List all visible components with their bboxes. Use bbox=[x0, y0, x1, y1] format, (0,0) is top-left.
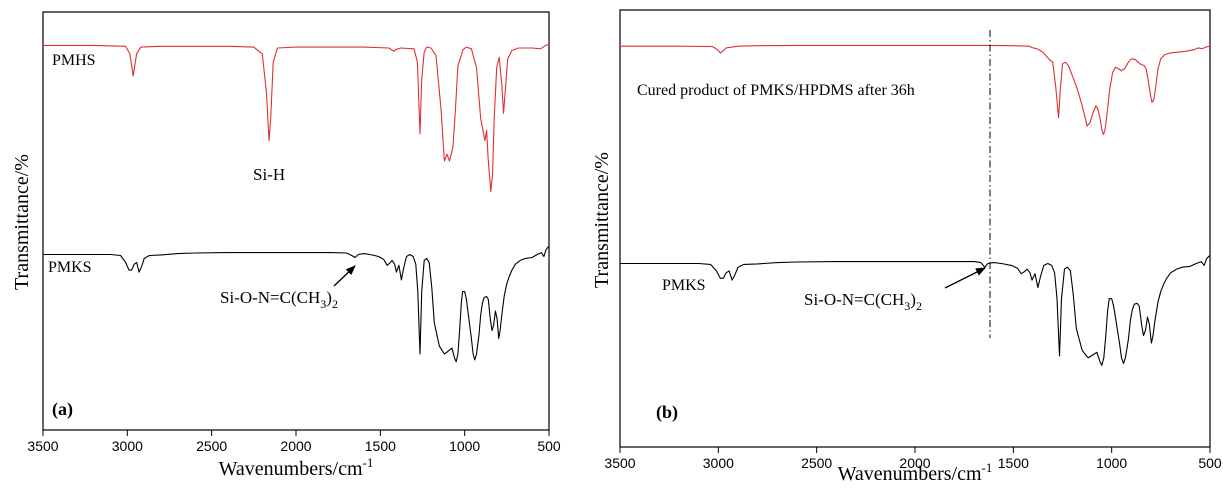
annotation-si-o-n-b: Si-O-N=C(CH3)2 bbox=[804, 290, 922, 313]
plot-frame-a bbox=[42, 11, 550, 431]
annotation-arrow-a bbox=[333, 265, 356, 287]
x-ticks-b: 3500 3000 2500 2000 1500 1000 500 bbox=[604, 447, 1222, 471]
series-group-b bbox=[620, 44, 1211, 366]
x-tick-label-a-500: 500 bbox=[537, 438, 561, 454]
y-axis-title-a: Transmittance/% bbox=[11, 154, 33, 290]
x-ticks-a: 3500 3000 2500 2000 1500 1000 500 bbox=[27, 430, 561, 454]
series-label-cured: Cured product of PMKS/HPDMS after 36h bbox=[637, 82, 915, 99]
x-axis-title-a: Wavenumbers/cm-1 bbox=[219, 455, 374, 480]
series-line-b-1 bbox=[620, 255, 1210, 366]
plot-frame-b bbox=[619, 9, 1211, 448]
chart-panel-a: 3500 3000 2500 2000 1500 1000 500 PMHS PMKS Si… bbox=[11, 11, 561, 480]
annotation-si-o-n-a: Si-O-N=C(CH3)2 bbox=[220, 288, 338, 311]
x-tick-label-b-3000: 3000 bbox=[703, 455, 734, 471]
chart-panel-b: 3500 3000 2500 2000 1500 1000 500 Cured produc… bbox=[591, 9, 1222, 485]
x-tick-label-a-3500: 3500 bbox=[27, 438, 58, 454]
x-axis-title-b: Wavenumbers/cm-1 bbox=[838, 460, 993, 485]
annotation-si-h: Si-H bbox=[253, 165, 285, 184]
x-tick-label-b-3500: 3500 bbox=[604, 455, 635, 471]
series-group-a bbox=[43, 44, 550, 363]
x-tick-label-b-2500: 2500 bbox=[801, 455, 832, 471]
y-axis-title-b: Transmittance/% bbox=[591, 152, 613, 288]
annotation-arrow-b bbox=[944, 267, 986, 289]
x-tick-label-b-500: 500 bbox=[1198, 455, 1222, 471]
series-label-pmks-a: PMKS bbox=[48, 259, 92, 276]
series-line-a-1 bbox=[43, 246, 549, 363]
series-line-a-0 bbox=[43, 44, 550, 193]
x-tick-label-b-1500: 1500 bbox=[998, 455, 1029, 471]
x-tick-label-b-2000: 2000 bbox=[899, 455, 930, 471]
x-tick-label-a-1000: 1000 bbox=[449, 438, 480, 454]
x-tick-label-a-2500: 2500 bbox=[196, 438, 227, 454]
panel-label-a: (a) bbox=[52, 399, 73, 420]
series-label-pmks-b: PMKS bbox=[662, 277, 706, 294]
x-tick-label-a-1500: 1500 bbox=[365, 438, 396, 454]
x-tick-label-a-3000: 3000 bbox=[112, 438, 143, 454]
series-line-b-0 bbox=[620, 44, 1211, 135]
series-label-pmhs: PMHS bbox=[52, 52, 96, 69]
x-tick-label-a-2000: 2000 bbox=[280, 438, 311, 454]
panel-label-b: (b) bbox=[656, 402, 678, 423]
x-tick-label-b-1000: 1000 bbox=[1096, 455, 1127, 471]
